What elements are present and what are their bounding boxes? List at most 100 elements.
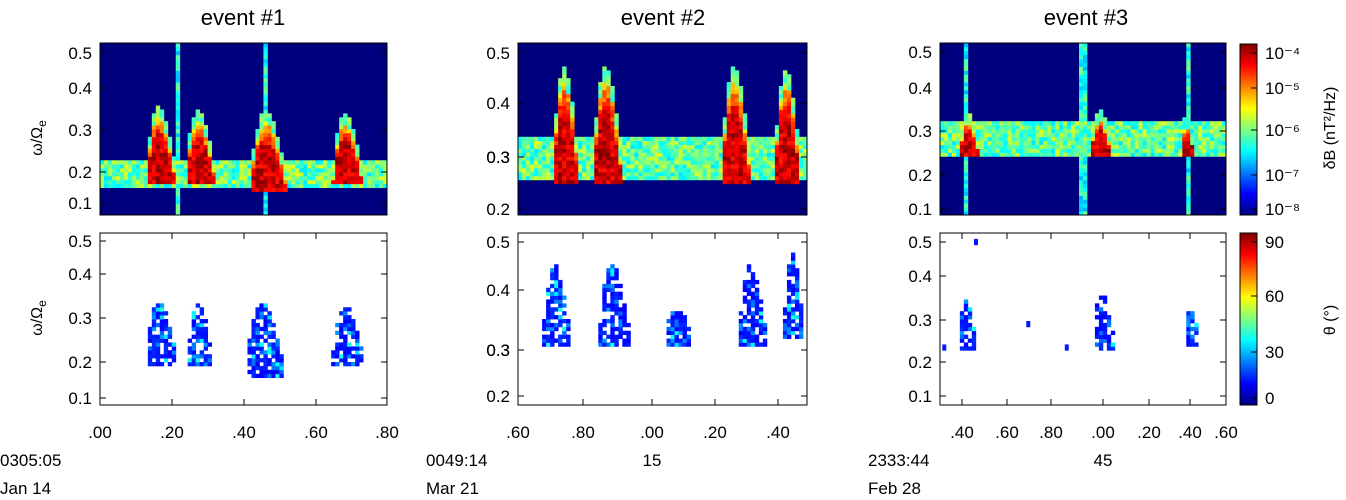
spectrogram-cell: [1154, 140, 1159, 146]
spectrogram-cell: [1015, 140, 1020, 146]
spectrogram-cell: [614, 129, 619, 134]
spectrogram-cell: [618, 136, 623, 142]
spectrogram-cell: [526, 160, 531, 165]
spectrogram-cell: [1178, 148, 1183, 153]
spectrogram-cell: [1186, 50, 1191, 56]
spectrogram-cell: [975, 129, 981, 134]
spectrogram-cell: [1134, 129, 1140, 134]
spectrogram-cell: [558, 101, 563, 106]
spectrogram-cell: [139, 160, 145, 165]
spectrogram-cell: [534, 144, 539, 149]
spectrogram-cell: [195, 152, 201, 157]
spectrogram-cell: [943, 140, 949, 146]
spectrogram-cell: [307, 179, 312, 185]
spectrogram-cell: [191, 125, 197, 130]
spectrogram-cell: [782, 125, 788, 130]
spectrogram-cell: [518, 144, 523, 149]
angle-cell: [614, 338, 619, 343]
spectrogram-cell: [171, 156, 177, 161]
spectrogram-cell: [191, 172, 197, 177]
spectrogram-cell: [1150, 136, 1155, 142]
spectrogram-cell: [307, 168, 312, 173]
spectrogram-cell: [526, 148, 531, 153]
spectrogram-cell: [247, 160, 252, 165]
spectrogram-cell: [1047, 125, 1052, 130]
spectrogram-cell: [355, 179, 360, 185]
angle-cell: [618, 326, 623, 332]
spectrogram-cell: [1142, 125, 1147, 130]
spectrogram-cell: [742, 140, 748, 146]
spectrogram-cell: [602, 148, 607, 153]
spectrogram-cell: [119, 175, 125, 181]
spectrogram-cell: [1083, 70, 1088, 75]
svg-text:ω/Ωe: ω/Ωe: [29, 300, 49, 336]
spectrogram-cell: [1063, 140, 1068, 146]
spectrogram-cell: [987, 125, 993, 130]
spectrogram-cell: [758, 164, 764, 169]
spectrogram-cell: [646, 175, 651, 181]
spectrogram-cell: [694, 164, 700, 169]
spectrogram-cell: [207, 183, 213, 189]
angle-cell: [618, 319, 623, 324]
angle-cell: [963, 322, 969, 328]
spectrogram-cell: [578, 172, 583, 177]
spectrogram-cell: [618, 148, 623, 153]
angle-cell: [967, 346, 973, 351]
spectrogram-cell: [526, 144, 531, 149]
spectrogram-cell: [267, 179, 272, 185]
spectrogram-cell: [558, 148, 563, 153]
spectrogram-cell: [359, 183, 364, 189]
angle-cell: [602, 291, 607, 296]
angle-cell: [1186, 334, 1191, 339]
spectrogram-cell: [550, 136, 555, 142]
spectrogram-cell: [143, 164, 149, 169]
spectrogram-cell: [1003, 121, 1008, 126]
spectrogram-cell: [1098, 117, 1104, 122]
spectrogram-cell: [710, 172, 716, 177]
angle-cell: [666, 330, 671, 336]
angle-cell: [1106, 338, 1112, 343]
spectrogram-cell: [1075, 140, 1080, 146]
spectrogram-cell: [726, 132, 732, 138]
spectrogram-cell: [100, 183, 105, 189]
spectrogram-cell: [666, 156, 671, 161]
spectrogram-cell: [227, 164, 232, 169]
spectrogram-cell: [518, 175, 523, 181]
spectrogram-cell: [187, 152, 193, 157]
spectrogram-cell: [1122, 121, 1128, 126]
spectrogram-cell: [554, 164, 559, 169]
spectrogram-cell: [175, 211, 181, 216]
spectrogram-cell: [654, 160, 659, 165]
spectrogram-cell: [1079, 74, 1084, 79]
spectrogram-cell: [263, 140, 268, 146]
angle-cell: [554, 283, 559, 289]
spectrogram-cell: [203, 160, 209, 165]
spectrogram-cell: [738, 168, 744, 173]
x-tick-label: .80: [571, 423, 595, 442]
spectrogram-cell: [267, 129, 272, 134]
spectrogram-cell: [223, 172, 228, 177]
spectrogram-cell: [151, 136, 157, 142]
spectrogram-cell: [594, 144, 599, 149]
spectrogram-cell: [359, 160, 364, 165]
spectrogram-cell: [582, 160, 587, 165]
spectrogram-cell: [562, 144, 567, 149]
angle-cell: [963, 346, 969, 351]
angle-cell: [255, 346, 260, 351]
angle-cell: [670, 342, 675, 347]
spectrogram-cell: [1182, 140, 1187, 146]
angle-cell: [255, 338, 260, 343]
spectrogram-cell: [730, 125, 736, 130]
spectrogram-cell: [1055, 144, 1060, 149]
spectrogram-cell: [1094, 148, 1100, 153]
spectrogram-cell: [1106, 152, 1112, 157]
spectrogram-cell: [710, 144, 716, 149]
angle-cell: [1094, 334, 1100, 339]
spectrogram-cell: [155, 156, 161, 161]
x-tick-label: .80: [375, 423, 399, 442]
spectrogram-cell: [554, 160, 559, 165]
angle-cell: [750, 295, 756, 300]
spectrogram-cell: [1011, 152, 1016, 157]
spectrogram-cell: [606, 125, 611, 130]
spectrogram-cell: [100, 168, 105, 173]
